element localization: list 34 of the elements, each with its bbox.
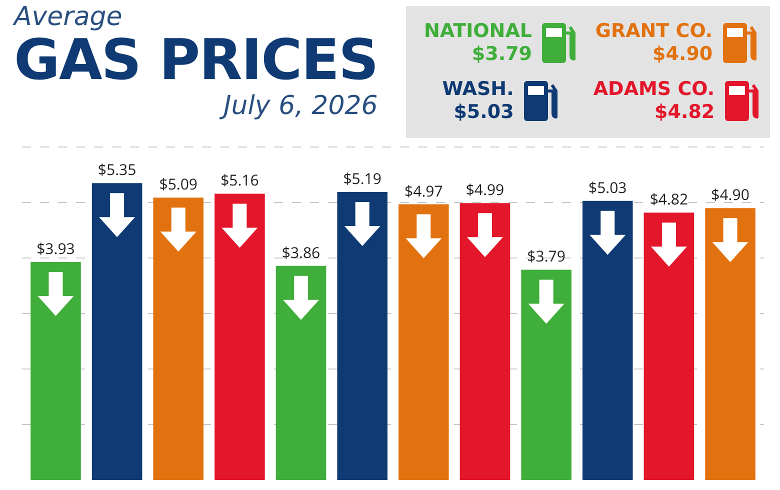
chart-subtitle: July 6, 2026	[218, 90, 378, 122]
bar	[92, 183, 142, 480]
bar	[276, 266, 326, 480]
bar	[521, 270, 572, 480]
text: NATIONAL	[424, 20, 532, 42]
data-label: $4.82	[650, 190, 688, 210]
bar	[460, 203, 510, 480]
text: GRANT CO.	[595, 20, 713, 42]
bar	[153, 198, 204, 480]
text: $3.79	[472, 43, 532, 65]
data-label: $4.97	[404, 181, 443, 202]
data-label: $5.19	[343, 169, 382, 190]
data-label: $3.79	[527, 246, 566, 267]
chart-title: Average GAS PRICES	[14, 2, 378, 93]
bar	[705, 208, 756, 480]
bar	[398, 204, 449, 480]
bar	[30, 262, 81, 480]
data-label: $5.03	[588, 178, 627, 198]
bar	[337, 192, 388, 480]
bar	[644, 212, 694, 480]
data-label: $4.99	[466, 180, 504, 200]
text: WASH.	[442, 78, 514, 100]
text: ADAMS CO.	[593, 78, 715, 100]
data-label: $3.86	[282, 242, 320, 263]
text: $4.82	[654, 101, 715, 123]
data-label: $3.93	[36, 238, 75, 259]
bar	[582, 200, 633, 480]
data-label: $5.35	[98, 160, 136, 180]
bar	[214, 194, 265, 480]
data-label: $5.09	[159, 174, 198, 195]
text: $5.03	[454, 101, 514, 123]
text: $4.90	[652, 43, 713, 65]
data-label: $4.90	[711, 185, 750, 206]
data-label: $5.16	[220, 170, 259, 191]
